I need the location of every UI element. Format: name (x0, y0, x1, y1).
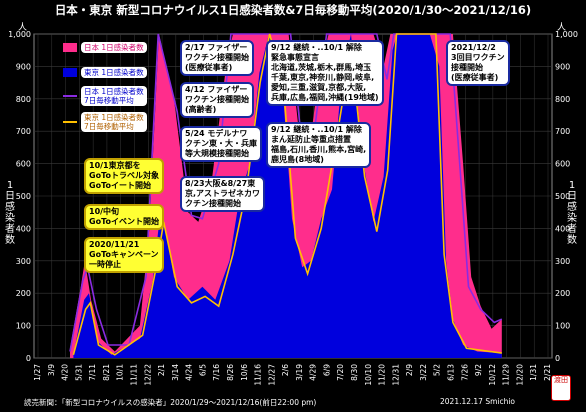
moving-average-lines (69, 33, 503, 356)
legend-item-tokyo-daily: 東京 1日感染者数 (63, 67, 168, 78)
chart-title: 日本・東京 新型コロナウイルス1日感染者数&7日毎移動平均(2020/1/30～… (54, 3, 532, 17)
annotation-goto-travel: 10/1東京都を GoToトラベル対象 GoToイート開始 (84, 158, 164, 194)
annotation-priority-measures: 9/12 継続・..10/1 解除 まん延防止等重点措置 福島,石川,香川,熊本… (266, 122, 372, 168)
x-tick-label: 11/29 (502, 364, 511, 386)
y-tick-left: 900 (16, 62, 31, 71)
footer-source: 読売新聞：「新型コロナウイルスの感染者」2020/1/29～2021/12/16… (24, 398, 317, 407)
x-tick-label: 2/6 (281, 364, 290, 376)
y-axis-label-right: 1日感染者数 (567, 180, 577, 246)
x-tick-label: 7/20 (336, 364, 345, 381)
x-tick-label: 10/10 (364, 364, 373, 386)
x-tick-label: 5/31 (74, 364, 83, 381)
legend-item-japan-ma: 日本 1日感染者数 7日毎移動平均 (63, 86, 168, 106)
y-tick-right: 200 (555, 289, 570, 298)
y-tick-right: 700 (555, 127, 570, 136)
x-tick-label: 5/2 (433, 364, 442, 376)
x-tick-label: 2/1 (157, 364, 166, 376)
x-tick-label: 3/14 (171, 364, 180, 381)
x-tick-label: 2/9 (405, 364, 414, 376)
x-tick-label: 12/31 (391, 364, 400, 386)
legend-label: 東京 1日感染者数 (81, 67, 147, 78)
y-tick-right: 300 (555, 257, 570, 266)
tokyo-daily-series (73, 34, 502, 358)
legend-item-japan-daily: 日本 1日感染者数 (63, 42, 168, 53)
x-tick-label: 12/22 (143, 364, 152, 386)
x-tick-label: 7/11 (88, 364, 97, 381)
legend-swatch-japan-ma (63, 95, 77, 97)
y-tick-labels: 0 0 100 100 200 200 300 300 400 400 500 500 600 600 70… (8, 30, 578, 363)
y-tick-left: 800 (16, 95, 31, 104)
x-tick-label: 3/22 (419, 364, 428, 381)
legend-swatch-japan (63, 43, 77, 52)
x-tick-label: 10/6 (240, 364, 249, 381)
y-tick-left: 600 (16, 160, 31, 169)
y-tick-right: 100 (555, 322, 570, 331)
legend-swatch-tokyo-ma (63, 121, 77, 123)
legend-label: 日本 1日感染者数 (81, 42, 147, 53)
legend-swatch-tokyo (63, 68, 77, 77)
x-tick-label: 6/9 (322, 364, 331, 376)
tokyo-ma-line (72, 33, 502, 356)
japan-ma-line (69, 33, 503, 352)
x-tick-label: 6/5 (198, 364, 207, 376)
unit-left: 人 (18, 23, 28, 33)
y-tick-left: 700 (16, 127, 31, 136)
x-tick-label: 3/9 (47, 364, 56, 376)
x-tick-labels: 1/27 3/9 4/20 5/31 7/11 8/21 10/1 11/11 12/22 2/1… (33, 364, 552, 386)
annotation-pfizer-elderly: 4/12 ファイザー ワクチン接種開始 (高齢者) (180, 82, 254, 118)
x-tick-label: 1/31 (529, 364, 538, 381)
y-tick-right: 1,000 (555, 30, 578, 39)
annotation-goto-stop: 2020/11/21 GoToキャンペーン 一時停止 (84, 237, 164, 273)
x-tick-label: 6/13 (447, 364, 456, 381)
x-tick-label: 3/19 (295, 364, 304, 381)
y-tick-left: 500 (16, 192, 31, 201)
x-tick-label: 4/20 (61, 364, 70, 381)
y-tick-left: 300 (16, 257, 31, 266)
y-axis-label-left: 1日感染者数 (5, 180, 15, 246)
y-tick-right: 600 (555, 160, 570, 169)
legend-label: 日本 1日感染者数 7日毎移動平均 (81, 86, 147, 106)
x-tick-label: 8/30 (350, 364, 359, 381)
annotation-third-dose: 2021/12/2 3回目ワクチン 接種開始 (医療従事者) (446, 40, 510, 86)
y-tick-left: 200 (16, 289, 31, 298)
x-tick-label: 7/16 (212, 364, 221, 381)
legend-label: 東京 1日感染者数 7日毎移動平均 (81, 112, 147, 132)
annotation-goto-event: 10/中旬 GoToイベント開始 (84, 204, 164, 230)
x-tick-label: 8/21 (102, 364, 111, 381)
annotation-pfizer-medical: 2/17 ファイザー ワクチン接種開始 (医療従事者) (180, 40, 254, 76)
y-tick-right: 800 (555, 95, 570, 104)
x-tick-label: 1/27 (33, 364, 42, 381)
y-tick-right: 400 (555, 224, 570, 233)
legend-item-tokyo-ma: 東京 1日感染者数 7日毎移動平均 (63, 112, 168, 132)
tokyo-daily-area (73, 34, 502, 358)
x-tick-label: 10/1 (116, 364, 125, 381)
x-tick-label: 11/11 (129, 364, 138, 386)
x-tick-label: 4/29 (309, 364, 318, 381)
x-tick-label: 4/24 (185, 364, 194, 381)
x-tick-label: 7/26 (460, 364, 469, 381)
x-tick-label: 8/26 (226, 364, 235, 381)
x-tick-label: 2/21 (543, 364, 552, 381)
y-tick-left: 400 (16, 224, 31, 233)
x-tick-label: 9/2 (474, 364, 483, 376)
x-tick-label: 12/20 (515, 364, 524, 386)
y-tick-left: 100 (16, 322, 31, 331)
x-tick-label: 11/20 (378, 364, 387, 386)
y-tick-right: 0 (555, 354, 560, 363)
x-tick-label: 11/16 (254, 364, 263, 386)
y-tick-right: 500 (555, 192, 570, 201)
annotation-moderna: 5/24 モデルナワ クチン東・大・兵庫 等大規模接種開始 (180, 126, 262, 162)
y-tick-left: 1,000 (8, 30, 31, 39)
legend: 日本 1日感染者数 東京 1日感染者数 日本 1日感染者数 7日毎移動平均 東京… (63, 42, 168, 135)
x-tick-label: 12/27 (267, 364, 276, 386)
y-tick-right: 900 (555, 62, 570, 71)
annotation-state-of-emergency: 9/12 継続・..10/1 解除 緊急事態宣言 北海道,茨城,栃木,群馬,埼玉… (266, 40, 384, 106)
unit-right: 人 (557, 23, 567, 33)
y-tick-left: 0 (26, 354, 31, 363)
x-tick-label: 10/12 (488, 364, 497, 386)
annotation-astrazeneca: 8/23大阪&8/27東 京,アストラゼネカワ クチン接種開始 (180, 176, 266, 212)
footer-credit: 2021.12.17 Smichio (440, 397, 516, 406)
author-stamp: 渡田 (551, 375, 571, 401)
